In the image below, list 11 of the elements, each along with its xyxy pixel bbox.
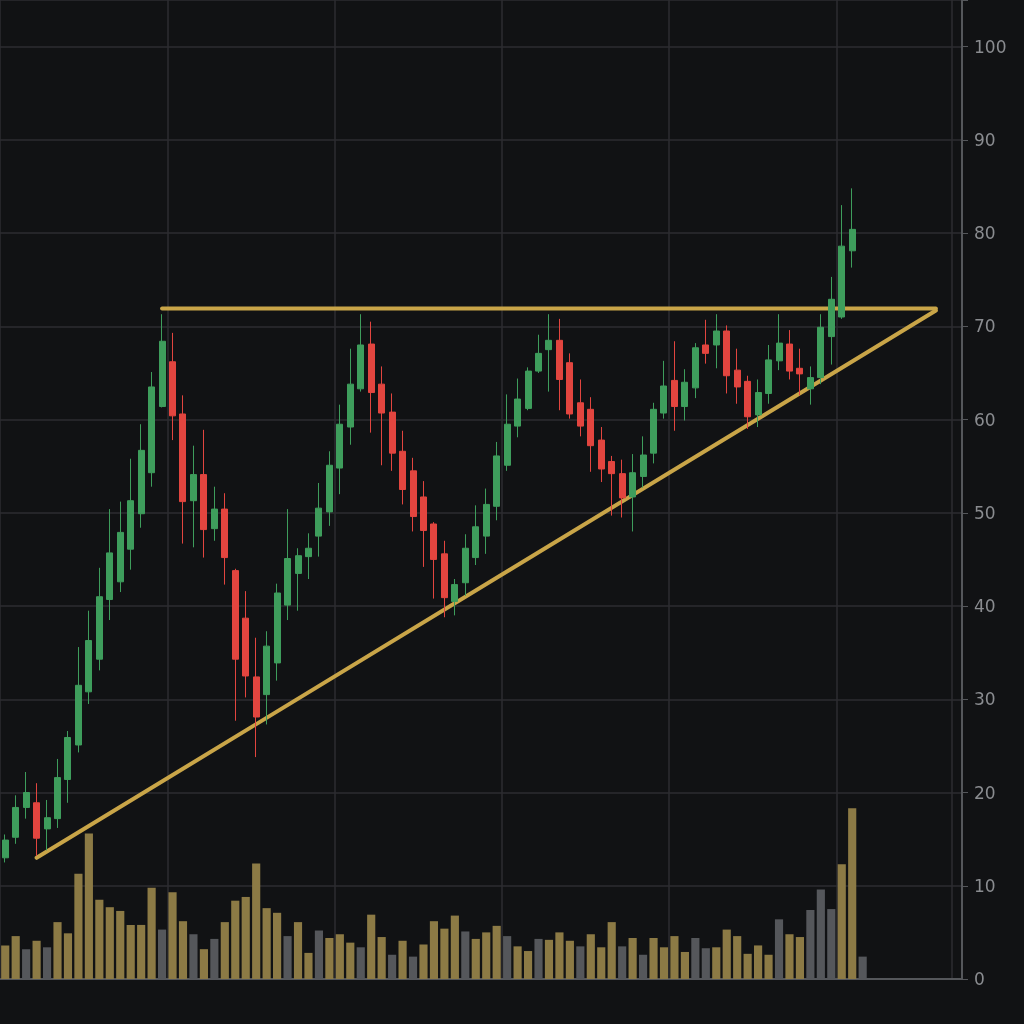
y-tick-label: 90 xyxy=(974,129,996,150)
y-tick-label: 60 xyxy=(974,409,996,430)
y-tick-label: 10 xyxy=(974,875,996,896)
y-tick-label: 80 xyxy=(974,223,996,244)
y-tick-label: 0 xyxy=(974,969,985,989)
y-tick-label: 100 xyxy=(974,36,1007,57)
y-tick-label: 50 xyxy=(974,502,996,523)
y-tick-label: 30 xyxy=(974,689,996,710)
y-tick-label: 20 xyxy=(974,782,996,803)
y-tick-label: 40 xyxy=(974,596,996,617)
y-tick-label: 70 xyxy=(974,316,996,337)
